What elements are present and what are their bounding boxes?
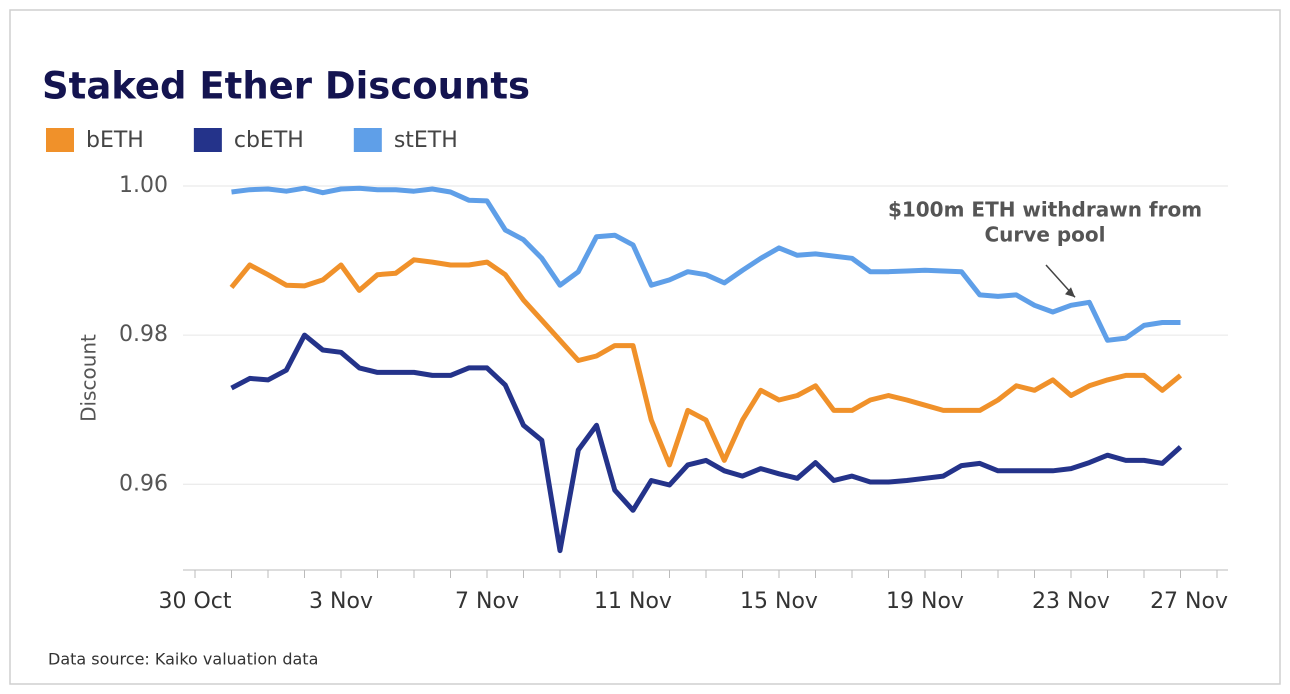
x-tick-label: 15 Nov [740,589,818,614]
series-line [230,332,1183,554]
legend-swatch [193,128,222,152]
legend-label: bETH [86,128,144,153]
y-axis-label: Discount [77,334,101,422]
legend-label: cbETH [234,128,304,153]
series-line [231,185,1181,343]
x-tick-label: 23 Nov [1032,589,1110,614]
source: Data source: Kaiko valuation data [48,650,318,669]
chart-title: Staked Ether Discounts [42,65,530,108]
x-tick-label: 7 Nov [455,589,519,614]
x-tick-label: 19 Nov [886,589,964,614]
x-tick-label: 30 Oct [158,589,231,614]
y-tick-label: 0.96 [119,471,168,496]
series-line [229,257,1183,468]
x-tick-label: 27 Nov [1150,589,1228,614]
x-tick-label: 11 Nov [594,589,672,614]
y-tick-label: 0.98 [119,322,168,347]
y-tick-label: 1.00 [119,173,168,198]
annotation-text: Curve pool [985,223,1106,247]
x-tick-label: 3 Nov [309,589,373,614]
annotation-text: $100m ETH withdrawn from [888,198,1202,222]
frame [9,9,1281,685]
legend-swatch [46,128,74,152]
annotation-arrowhead [1065,287,1075,298]
legend-label: stETH [394,128,458,153]
legend-swatch [353,128,382,152]
